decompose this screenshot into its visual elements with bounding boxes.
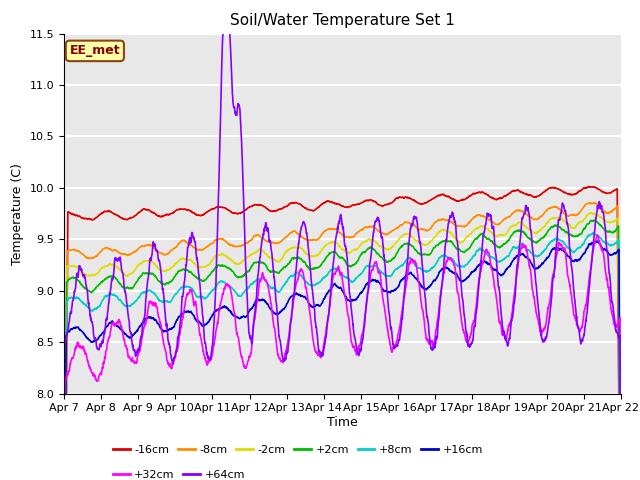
-2cm	[588, 210, 595, 216]
+16cm	[583, 246, 591, 252]
+32cm	[216, 309, 223, 314]
+2cm	[216, 263, 223, 268]
-16cm	[358, 199, 366, 205]
-16cm	[504, 191, 512, 197]
+8cm	[583, 235, 591, 240]
+8cm	[371, 263, 378, 268]
+16cm	[568, 257, 575, 263]
+16cm	[358, 288, 366, 294]
X-axis label: Time: Time	[327, 416, 358, 429]
+8cm	[216, 279, 223, 285]
Title: Soil/Water Temperature Set 1: Soil/Water Temperature Set 1	[230, 13, 455, 28]
+2cm	[371, 247, 378, 253]
Line: -2cm: -2cm	[64, 213, 621, 480]
+8cm	[504, 254, 512, 260]
+32cm	[358, 332, 366, 337]
-16cm	[585, 183, 593, 189]
+64cm	[504, 341, 512, 347]
-2cm	[568, 225, 575, 230]
+32cm	[593, 232, 601, 238]
+32cm	[568, 294, 575, 300]
-16cm	[371, 198, 378, 204]
+16cm	[593, 239, 601, 244]
+64cm	[568, 264, 575, 270]
+2cm	[358, 250, 366, 256]
+32cm	[583, 295, 591, 300]
-8cm	[583, 201, 591, 206]
-8cm	[371, 225, 378, 230]
+2cm	[568, 233, 575, 239]
+2cm	[590, 217, 598, 223]
+64cm	[216, 169, 223, 175]
+16cm	[504, 264, 512, 270]
-8cm	[216, 236, 223, 242]
-16cm	[583, 185, 591, 191]
Legend: +32cm, +64cm: +32cm, +64cm	[109, 466, 250, 480]
-2cm	[358, 240, 366, 246]
-8cm	[358, 227, 366, 233]
Line: +8cm: +8cm	[64, 233, 621, 480]
-2cm	[583, 213, 591, 218]
+32cm	[371, 260, 378, 266]
+64cm	[359, 336, 367, 342]
Line: +16cm: +16cm	[64, 241, 621, 480]
+2cm	[504, 238, 512, 243]
Text: EE_met: EE_met	[70, 44, 120, 58]
-16cm	[216, 204, 223, 210]
+8cm	[589, 230, 596, 236]
+2cm	[583, 221, 591, 227]
-2cm	[504, 228, 512, 234]
Line: -16cm: -16cm	[64, 186, 621, 480]
Line: +2cm: +2cm	[64, 220, 621, 480]
+8cm	[358, 270, 366, 276]
-8cm	[568, 212, 575, 217]
-2cm	[216, 252, 223, 258]
+64cm	[584, 307, 591, 313]
+16cm	[216, 306, 223, 312]
Line: -8cm: -8cm	[64, 203, 621, 480]
-16cm	[568, 192, 575, 198]
-2cm	[371, 239, 378, 244]
Line: +64cm: +64cm	[64, 0, 621, 480]
Line: +32cm: +32cm	[64, 235, 621, 480]
+32cm	[504, 326, 512, 332]
+16cm	[371, 277, 378, 283]
Y-axis label: Temperature (C): Temperature (C)	[11, 163, 24, 264]
-8cm	[590, 200, 598, 205]
+64cm	[371, 221, 379, 227]
+8cm	[568, 247, 575, 253]
-8cm	[504, 214, 512, 220]
